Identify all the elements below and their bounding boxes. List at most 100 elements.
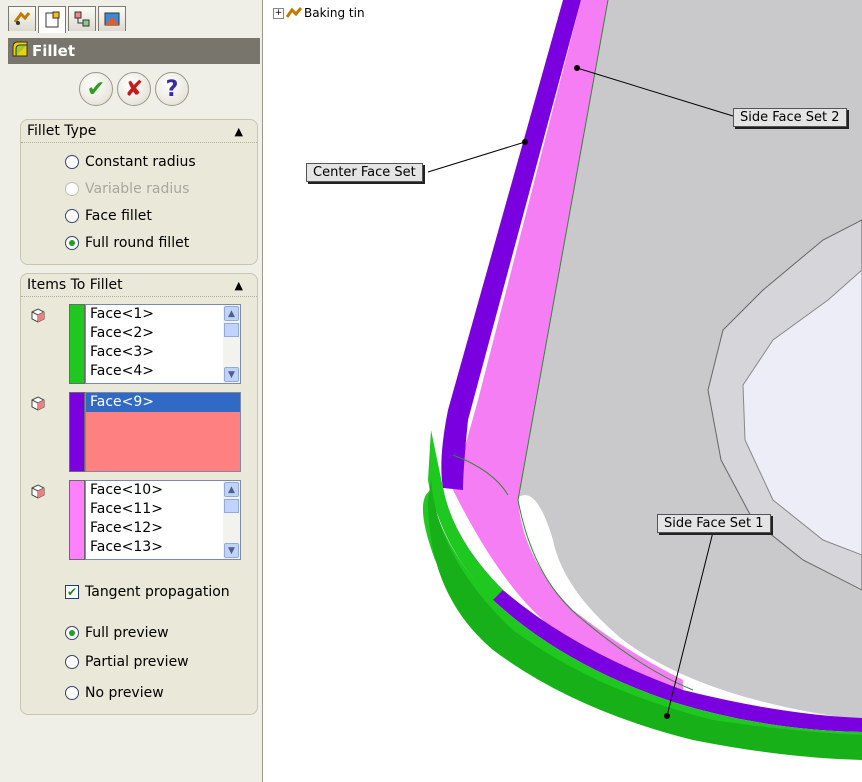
list-item[interactable]: Face<1> — [90, 306, 155, 322]
center-face-set-list[interactable]: Face<9> — [85, 392, 241, 472]
scroll-down-icon[interactable]: ▼ — [224, 543, 239, 558]
list-item[interactable]: Face<2> — [90, 325, 155, 341]
inner-recess-highlight — [742, 269, 862, 556]
tab-display-manager[interactable] — [98, 6, 126, 31]
leader-line — [666, 531, 714, 717]
tangent-propagation-checkbox[interactable]: ✔ — [65, 585, 79, 599]
fillet-type-group: Fillet Type ▲ Constant radius Variable r… — [20, 119, 258, 265]
callout-side-face-set-1[interactable]: Side Face Set 1 — [657, 514, 771, 533]
list-item[interactable]: Face<3> — [90, 344, 155, 360]
property-manager-header: Fillet — [8, 38, 260, 64]
radio-full-round-fillet[interactable] — [65, 235, 79, 250]
radio-no-preview[interactable] — [65, 686, 79, 700]
group-title: Fillet Type — [27, 123, 97, 139]
list-item[interactable]: Face<12> — [90, 520, 163, 536]
scroll-down-icon[interactable]: ▼ — [224, 367, 239, 382]
side-face-set-1-list[interactable]: Face<1> Face<2> Face<3> Face<4> ▲ ▼ — [85, 304, 241, 384]
side-face-set-2-color — [69, 480, 85, 560]
callout-center-face-set[interactable]: Center Face Set — [306, 163, 423, 182]
tangent-propagation-option[interactable]: ✔ Tangent propagation — [65, 580, 230, 604]
close-icon: ✘ — [124, 76, 144, 102]
checkbox-label: Tangent propagation — [85, 584, 230, 600]
collapse-arrow-icon[interactable]: ▲ — [234, 278, 243, 292]
configuration-icon — [74, 11, 90, 27]
radio-face-fillet[interactable] — [65, 208, 79, 223]
option-partial-preview[interactable]: Partial preview — [65, 650, 189, 674]
radio-label: Variable radius — [85, 180, 190, 197]
side-face-set-2-selection: Face<10> Face<11> Face<12> Face<13> ▲ ▼ — [25, 480, 253, 560]
option-full-round-fillet[interactable]: Full round fillet — [21, 229, 257, 256]
side-face-set-1-selection: Face<1> Face<2> Face<3> Face<4> ▲ ▼ — [25, 304, 253, 384]
scroll-up-icon[interactable]: ▲ — [224, 482, 239, 497]
scroll-thumb[interactable] — [224, 323, 239, 337]
help-button[interactable]: ? — [155, 72, 189, 106]
side-face-set-2-list[interactable]: Face<10> Face<11> Face<12> Face<13> ▲ ▼ — [85, 480, 241, 560]
list-item[interactable]: Face<11> — [90, 501, 163, 517]
face-select-icon — [31, 396, 45, 411]
model-edge — [452, 454, 509, 496]
items-to-fillet-header[interactable]: Items To Fillet ▲ — [21, 274, 257, 297]
radio-partial-preview[interactable] — [65, 655, 79, 669]
face-select-icon — [31, 308, 45, 323]
face-select-icon — [31, 484, 45, 499]
list-item[interactable]: Face<13> — [90, 539, 163, 555]
model-edge — [517, 0, 609, 501]
list-scrollbar[interactable]: ▲ ▼ — [223, 305, 240, 383]
radio-full-preview[interactable] — [65, 626, 79, 640]
center-face-set-color — [69, 392, 85, 472]
leader-line — [576, 67, 734, 117]
leader-anchor — [574, 65, 580, 71]
side-face-set-2-face — [453, 0, 683, 700]
collapse-arrow-icon[interactable]: ▲ — [234, 124, 243, 138]
manager-tabs — [8, 6, 128, 33]
graphics-area[interactable]: + Baking tin Side Face Set 2 Center Face… — [263, 0, 862, 782]
callout-side-face-set-2[interactable]: Side Face Set 2 — [733, 108, 847, 127]
tab-property-manager[interactable] — [38, 6, 66, 33]
radio-label: Face fillet — [85, 207, 152, 224]
ok-button[interactable]: ✔ — [79, 72, 113, 106]
fillet-feature-icon — [12, 41, 28, 61]
group-title: Items To Fillet — [27, 277, 123, 293]
option-full-preview[interactable]: Full preview — [65, 621, 169, 645]
fillet-type-header[interactable]: Fillet Type ▲ — [21, 120, 257, 143]
scroll-up-icon[interactable]: ▲ — [224, 306, 239, 321]
cancel-button[interactable]: ✘ — [117, 72, 151, 106]
option-constant-radius[interactable]: Constant radius — [21, 148, 257, 175]
option-no-preview[interactable]: No preview — [65, 681, 164, 705]
radio-label: Full round fillet — [85, 234, 190, 251]
tin-floor — [515, 0, 862, 720]
radio-label: No preview — [85, 685, 164, 701]
help-icon: ? — [165, 76, 179, 102]
radio-label: Full preview — [85, 625, 169, 641]
list-item[interactable]: Face<9> — [86, 393, 240, 412]
center-face-set-face — [441, 0, 581, 490]
checkmark-icon: ✔ — [86, 76, 106, 102]
leader-anchor — [664, 713, 670, 719]
leader-line — [427, 141, 526, 173]
radio-variable-radius — [65, 181, 79, 196]
items-to-fillet-group: Items To Fillet ▲ Face<1> Face<2> Face<3… — [20, 273, 258, 715]
display-manager-icon — [104, 12, 120, 26]
leader-anchor — [522, 139, 528, 145]
scroll-thumb[interactable] — [224, 499, 239, 513]
radio-constant-radius[interactable] — [65, 154, 79, 169]
model-edge — [517, 499, 694, 691]
property-sheet-icon — [45, 11, 60, 28]
list-item[interactable]: Face<4> — [90, 363, 155, 379]
feature-tree-icon — [13, 11, 31, 25]
side-face-set-1-rim — [428, 480, 862, 760]
property-manager-panel: Fillet ✔ ✘ ? Fillet Type ▲ Constant radi… — [0, 0, 263, 782]
tab-feature-manager[interactable] — [8, 6, 36, 31]
list-scrollbar[interactable]: ▲ ▼ — [223, 481, 240, 559]
page-title: Fillet — [32, 42, 76, 60]
tab-configuration-manager[interactable] — [68, 6, 96, 31]
option-variable-radius: Variable radius — [21, 175, 257, 202]
tree-item-baking-tin[interactable]: + Baking tin — [273, 6, 365, 20]
part-icon — [286, 7, 302, 18]
expand-icon[interactable]: + — [273, 7, 284, 19]
center-face-set-selection: Face<9> — [25, 392, 253, 472]
action-buttons: ✔ ✘ ? — [8, 72, 260, 106]
option-face-fillet[interactable]: Face fillet — [21, 202, 257, 229]
model-view[interactable] — [263, 0, 862, 782]
list-item[interactable]: Face<10> — [90, 482, 163, 498]
